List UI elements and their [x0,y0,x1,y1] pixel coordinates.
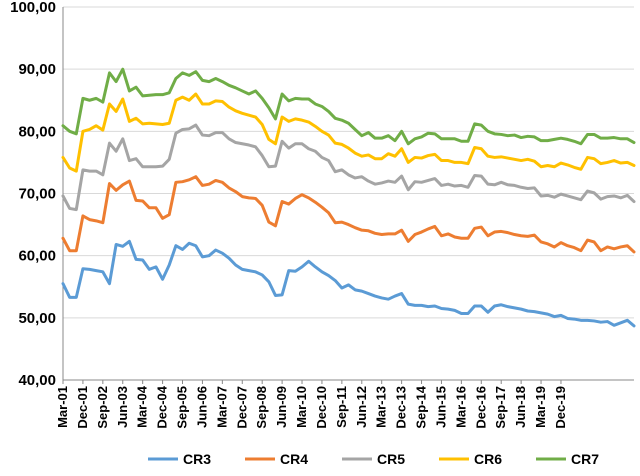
x-tick-label: Dec-04 [155,385,170,428]
x-tick-label: Jun-15 [433,386,448,428]
series-line-cr3 [61,239,636,328]
x-tick-label: Dec-01 [75,386,90,429]
x-tick-label: Sep-14 [414,385,429,428]
y-tick-label: 70,00 [18,186,56,203]
series-line-cr5 [61,123,636,212]
legend: CR3 CR4 CR5 CR6 CR7 [148,451,599,467]
x-tick-label: Jun-09 [274,386,289,428]
series-line-cr7 [61,67,636,146]
y-tick-label: 50,00 [18,310,56,327]
legend-label-cr7: CR7 [571,451,599,467]
gridlines [63,6,634,381]
y-tick-label: 60,00 [18,248,56,265]
x-tick-label: Jun-03 [115,386,130,428]
y-tick-labels: 40,00 50,00 60,00 70,00 80,00 90,00 100,00 [10,0,56,389]
x-tick-label: Mar-01 [55,386,70,428]
x-tick-label: Dec-13 [394,386,409,429]
x-tick-label: Sep-17 [493,386,508,429]
x-tick-label: Dec-19 [553,386,568,429]
x-tick-label: Dec-10 [314,386,329,429]
x-tick-label: Jun-18 [513,386,528,428]
x-tick-label: Mar-10 [294,386,309,428]
x-tick-label: Sep-11 [334,386,349,428]
y-tick-label: 80,00 [18,123,56,140]
x-tick-label: Dec-16 [473,386,488,429]
x-tick-label: Mar-19 [533,386,548,428]
x-tick-label: Mar-13 [374,386,389,428]
x-tick-labels: Mar-01 Dec-01 Sep-02 Jun-03 Mar-04 Dec-04 Sep-… [55,380,568,429]
y-tick-label: 90,00 [18,61,56,78]
x-tick-label: Mar-04 [135,385,150,428]
x-tick-label: Sep-02 [95,386,110,429]
x-tick-label: Sep-05 [175,386,190,429]
series-line-cr6 [61,92,636,173]
x-tick-label: Jun-06 [194,386,209,428]
y-tick-label: 40,00 [18,372,56,389]
legend-label-cr3: CR3 [183,451,211,467]
x-tick-label: Dec-07 [234,386,249,429]
x-tick-label: Mar-07 [214,386,229,428]
y-tick-label: 100,00 [10,0,56,16]
x-tick-label: Sep-08 [254,386,269,429]
series-lines [61,67,636,328]
legend-label-cr5: CR5 [377,451,405,467]
legend-label-cr4: CR4 [280,451,308,467]
x-tick-label: Jun-12 [354,386,369,428]
x-tick-label: Mar-16 [453,386,468,428]
legend-label-cr6: CR6 [474,451,502,467]
series-line-cr4 [61,175,636,254]
